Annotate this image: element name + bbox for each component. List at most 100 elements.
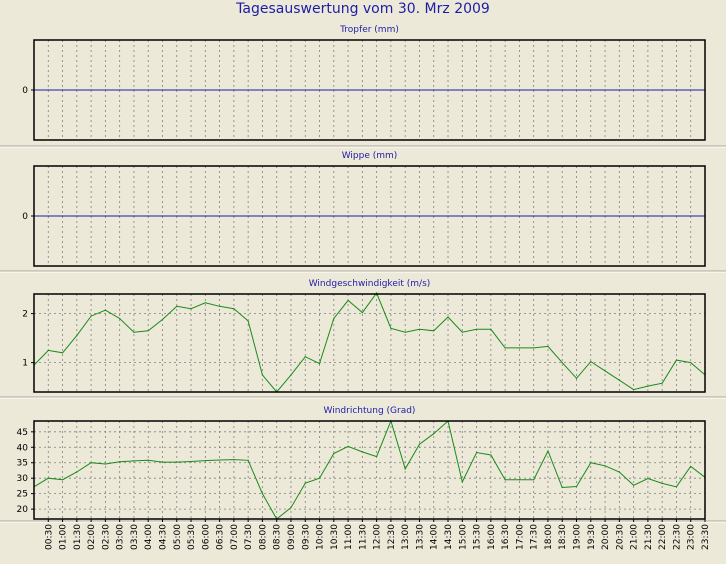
data-point (433, 215, 435, 217)
x-tick-label: 04:30 (158, 524, 168, 550)
data-point (604, 215, 606, 217)
data-point (604, 465, 606, 467)
x-tick-label: 17:30 (530, 524, 540, 550)
data-point (647, 215, 649, 217)
data-point (504, 215, 506, 217)
data-point (47, 89, 49, 91)
data-point (261, 215, 264, 217)
data-point (347, 445, 349, 447)
y-tick-label: 45 (17, 428, 28, 438)
data-point (475, 89, 478, 91)
data-point (161, 318, 164, 321)
data-point (461, 89, 463, 91)
data-point (290, 506, 292, 509)
x-tick-label: 18:30 (558, 524, 568, 550)
data-point (475, 451, 478, 454)
data-point (390, 327, 392, 329)
data-point (261, 89, 264, 91)
data-point (47, 477, 49, 479)
data-point (404, 331, 406, 333)
data-point (647, 385, 649, 387)
x-tick-label: 13:00 (401, 524, 411, 550)
data-point (433, 89, 435, 91)
data-point (176, 215, 178, 217)
x-tick-label: 01:00 (59, 524, 69, 550)
data-point (304, 89, 306, 91)
y-tick-label: 20 (17, 505, 29, 515)
y-tick-label: 40 (17, 443, 29, 453)
data-point (347, 89, 349, 91)
data-point (633, 215, 635, 217)
data-point (618, 215, 620, 217)
x-tick-label: 08:30 (273, 524, 283, 550)
series-line (33, 291, 706, 393)
data-point (475, 328, 478, 330)
x-tick-label: 13:30 (415, 524, 425, 550)
data-point (418, 215, 421, 217)
data-point (675, 359, 678, 361)
data-point (318, 215, 321, 217)
data-point (561, 89, 563, 91)
panel-title: Windrichtung (Grad) (324, 406, 416, 416)
data-point (518, 215, 521, 217)
data-point (190, 460, 192, 463)
data-point (333, 89, 335, 91)
x-tick-label: 19:30 (587, 524, 597, 550)
data-point (318, 89, 321, 91)
data-point (461, 215, 463, 217)
data-point (418, 89, 421, 91)
data-point (690, 89, 692, 91)
data-point (318, 477, 321, 479)
data-point (176, 305, 178, 307)
x-tick-label: 22:00 (658, 524, 668, 550)
data-point (490, 215, 492, 217)
data-point (376, 89, 378, 91)
data-point (90, 89, 92, 91)
data-point (133, 331, 135, 333)
chart-panel-4: Windrichtung (Grad) 20 25 30 35 40 45 (17, 406, 706, 520)
x-tick-label: 23:00 (687, 524, 697, 550)
x-tick-label: 03:30 (130, 524, 140, 550)
x-tick-label: 12:00 (373, 524, 383, 550)
data-point (218, 459, 221, 461)
x-tick-label: 12:30 (387, 524, 397, 550)
data-point (490, 89, 492, 91)
x-tick-label: 20:00 (601, 524, 611, 550)
data-point (290, 374, 292, 376)
data-point (547, 450, 549, 452)
plot-background (34, 294, 705, 392)
data-point (533, 347, 535, 349)
data-point (575, 485, 578, 488)
data-point (161, 215, 164, 217)
data-point (690, 362, 692, 364)
data-point (90, 315, 92, 317)
y-tick-label: 0 (22, 212, 28, 222)
y-tick-label: 35 (17, 459, 28, 469)
x-tick-label: 20:30 (615, 524, 625, 550)
x-tick-label: 06:00 (201, 524, 211, 550)
data-point (61, 89, 64, 91)
data-point (518, 89, 521, 91)
x-tick-label: 14:00 (430, 524, 440, 550)
data-point (561, 486, 563, 489)
x-tick-label: 03:00 (116, 524, 126, 550)
chart-panel-1: Tropfer (mm) 0 (22, 25, 706, 141)
data-point (233, 215, 235, 217)
data-point (233, 89, 235, 91)
plot-frame (33, 39, 706, 141)
x-tick-label: 00:30 (44, 524, 54, 550)
data-point (347, 215, 349, 217)
x-tick-label: 10:30 (330, 524, 340, 550)
data-point (276, 89, 278, 91)
data-point (233, 459, 235, 461)
data-point (661, 382, 663, 384)
y-tick-label: 0 (22, 86, 28, 96)
data-point (618, 379, 620, 381)
data-point (418, 443, 421, 445)
x-tick-label: 05:30 (187, 524, 197, 550)
data-point (575, 377, 578, 379)
panel-title: Windgeschwindigkeit (m/s) (309, 279, 431, 289)
data-point (404, 215, 406, 217)
data-point (447, 89, 449, 91)
